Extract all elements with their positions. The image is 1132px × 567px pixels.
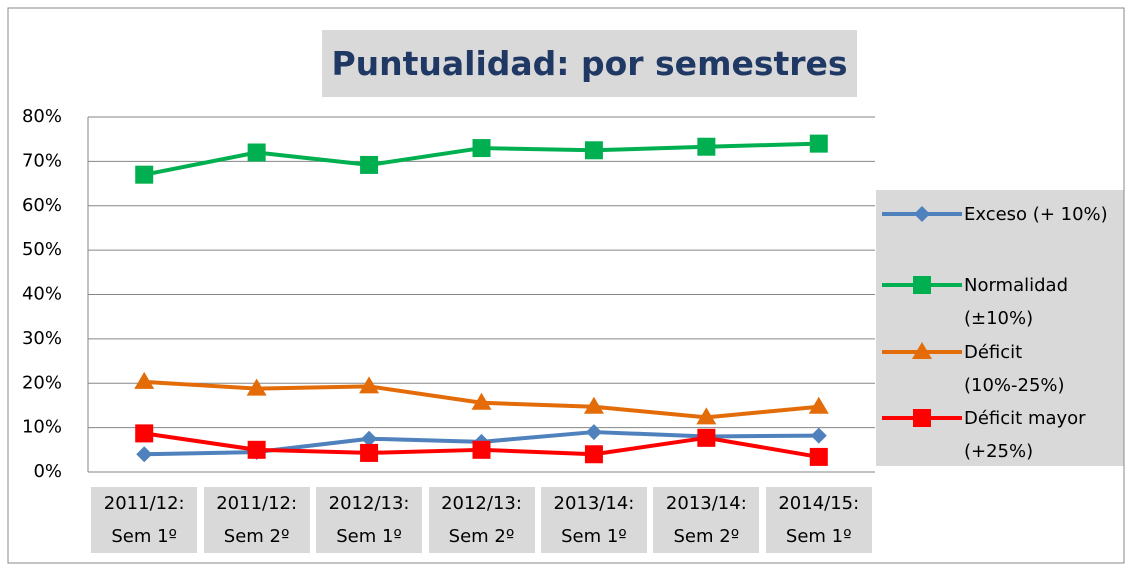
marker: [914, 206, 930, 222]
x-tick-label: 2011/12: Sem 1º: [91, 487, 198, 553]
marker: [471, 392, 492, 410]
x-tick-label: 2013/14: Sem 2º: [653, 487, 760, 553]
marker: [697, 428, 716, 447]
chart-border: [7, 7, 1125, 564]
marker: [361, 430, 378, 447]
marker: [360, 443, 379, 462]
marker: [583, 396, 604, 414]
legend-label: Normalidad (±10%): [964, 275, 1069, 329]
marker: [810, 427, 827, 444]
marker: [584, 141, 603, 160]
y-tick-label: 80%: [22, 106, 62, 127]
y-tick-label: 30%: [22, 328, 62, 349]
marker: [809, 447, 828, 466]
marker: [135, 165, 154, 184]
marker: [584, 445, 603, 464]
marker: [472, 440, 491, 459]
marker: [809, 134, 828, 153]
x-tick-label: 2012/13: Sem 2º: [428, 487, 535, 553]
marker: [585, 424, 602, 441]
y-tick-label: 0%: [33, 461, 62, 482]
y-tick-label: 60%: [22, 195, 62, 216]
marker: [247, 143, 266, 162]
marker: [135, 424, 154, 443]
marker: [136, 446, 153, 463]
x-tick-label: 2011/12: Sem 2º: [203, 487, 310, 553]
marker: [134, 371, 155, 389]
marker: [246, 378, 267, 396]
marker: [472, 139, 491, 158]
y-tick-label: 70%: [22, 150, 62, 171]
marker: [359, 376, 380, 394]
y-tick-label: 10%: [22, 417, 62, 438]
legend-label: Déficit (10%-25%): [964, 342, 1065, 396]
legend-label: Exceso (+ 10%): [964, 204, 1108, 225]
marker: [247, 440, 266, 459]
marker: [912, 342, 932, 359]
marker: [697, 137, 716, 156]
y-tick-label: 50%: [22, 239, 62, 260]
chart-title: Puntualidad: por semestres: [322, 30, 857, 97]
marker: [360, 155, 379, 174]
legend-label: Déficit mayor (+25%): [964, 408, 1086, 462]
x-tick-label: 2014/15: Sem 1º: [765, 487, 872, 553]
marker: [913, 409, 931, 427]
marker: [696, 407, 717, 425]
x-tick-label: 2013/14: Sem 1º: [540, 487, 647, 553]
x-tick-label: 2012/13: Sem 1º: [316, 487, 423, 553]
y-tick-label: 40%: [22, 284, 62, 305]
marker: [808, 396, 829, 414]
marker: [913, 276, 931, 294]
y-tick-label: 20%: [22, 372, 62, 393]
